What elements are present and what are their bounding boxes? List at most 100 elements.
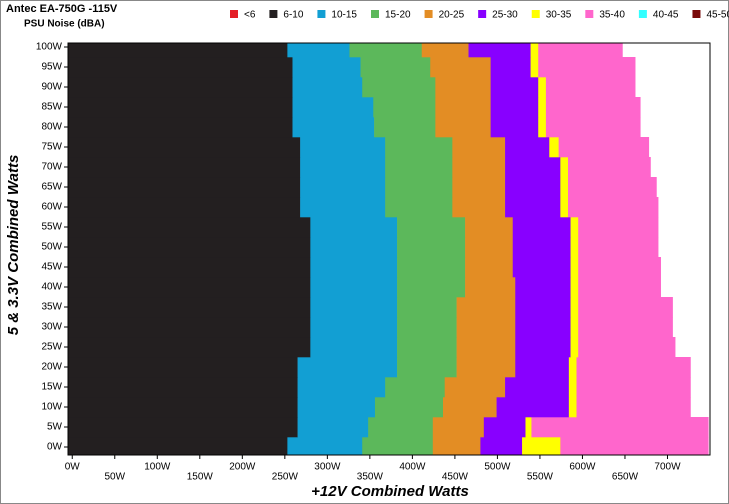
legend-label: 15-20 — [385, 10, 411, 21]
band-cell — [530, 43, 539, 58]
band-cell — [570, 257, 579, 278]
band-cell — [374, 397, 444, 418]
band-cell — [397, 277, 466, 298]
band-cell — [68, 437, 288, 456]
x-tick-label: 250W — [272, 472, 299, 483]
band-cell — [578, 257, 661, 278]
plot-border — [67, 42, 711, 456]
band-cell — [68, 357, 298, 378]
band-cell — [570, 277, 579, 298]
band-cell — [568, 397, 577, 418]
band-cell — [452, 177, 506, 198]
band-cell — [300, 157, 386, 178]
band-cell — [576, 357, 691, 378]
band-cell — [456, 317, 516, 338]
legend-label: 20-25 — [439, 10, 465, 21]
legend-swatch — [317, 10, 326, 18]
legend-label: <6 — [244, 10, 256, 21]
legend-label: 35-40 — [599, 10, 625, 21]
x-tick-label: 400W — [399, 462, 426, 473]
band-cell — [360, 57, 431, 78]
band-cell — [397, 237, 466, 258]
band-cell — [397, 317, 457, 338]
band-cell — [483, 417, 526, 438]
band-cell — [442, 397, 497, 418]
band-cell — [456, 337, 516, 358]
band-cell — [538, 43, 623, 58]
legend-label: 10-15 — [331, 10, 357, 21]
band-cell — [538, 57, 636, 78]
band-cell — [465, 217, 514, 238]
y-tick-label: 65W — [41, 182, 62, 193]
band-cell — [310, 277, 398, 298]
band-cell — [568, 377, 577, 398]
band-cell — [570, 317, 579, 338]
legend-swatch — [478, 10, 487, 18]
band-cell — [287, 43, 350, 58]
band-cell — [505, 177, 561, 198]
y-tick-label: 5W — [47, 422, 63, 433]
y-tick-label: 25W — [41, 342, 62, 353]
band-cell — [310, 237, 398, 258]
band-cell — [576, 377, 691, 398]
y-tick-label: 0W — [47, 442, 63, 453]
y-tick-label: 30W — [41, 322, 62, 333]
band-cell — [444, 377, 506, 398]
x-tick-label: 200W — [229, 462, 256, 473]
band-cell — [496, 397, 570, 418]
band-cell — [531, 417, 709, 438]
band-cell — [465, 277, 516, 298]
band-cell — [452, 197, 506, 218]
band-cell — [297, 417, 369, 438]
band-cell — [578, 297, 673, 318]
band-cell — [549, 137, 559, 158]
band-cell — [490, 57, 531, 78]
band-cell — [68, 137, 301, 158]
x-tick-label: 50W — [104, 472, 125, 483]
x-tick-label: 0W — [65, 462, 81, 473]
band-cell — [435, 117, 491, 138]
band-cell — [465, 257, 514, 278]
band-cell — [68, 237, 311, 258]
band-cell — [297, 377, 386, 398]
band-cell — [578, 237, 659, 258]
y-tick-label: 70W — [41, 162, 62, 173]
band-cell — [490, 77, 539, 98]
y-tick-label: 10W — [41, 402, 62, 413]
band-cell — [385, 177, 453, 198]
y-tick-label: 80W — [41, 122, 62, 133]
band-cell — [68, 97, 293, 118]
y-axis-label: 5 & 3.3V Combined Watts — [5, 155, 22, 336]
band-cell — [68, 257, 311, 278]
band-cell — [560, 197, 569, 218]
band-cell — [68, 317, 311, 338]
band-cell — [385, 197, 453, 218]
band-cell — [349, 43, 423, 58]
band-cell — [287, 437, 363, 456]
band-cell — [505, 157, 561, 178]
legend-label: 25-30 — [492, 10, 518, 21]
band-cell — [292, 117, 375, 138]
band-cell — [430, 57, 491, 78]
x-tick-label: 150W — [187, 472, 214, 483]
band-cell — [570, 237, 579, 258]
band-cell — [68, 177, 301, 198]
band-cell — [568, 357, 577, 378]
x-tick-label: 650W — [612, 472, 639, 483]
band-cell — [300, 177, 386, 198]
legend-swatch — [424, 10, 433, 18]
band-cell — [310, 257, 398, 278]
band-cell — [560, 437, 709, 456]
band-cell — [374, 117, 436, 138]
band-cell — [578, 217, 659, 238]
band-cell — [515, 337, 571, 358]
band-cell — [362, 437, 434, 456]
band-cell — [570, 217, 579, 238]
band-cell — [310, 217, 398, 238]
band-cell — [432, 417, 485, 438]
x-tick-label: 600W — [569, 462, 596, 473]
band-cell — [515, 297, 571, 318]
band-cell — [578, 317, 673, 338]
band-cell — [362, 77, 436, 98]
chart-title: Antec EA-750G -115V — [6, 3, 118, 15]
